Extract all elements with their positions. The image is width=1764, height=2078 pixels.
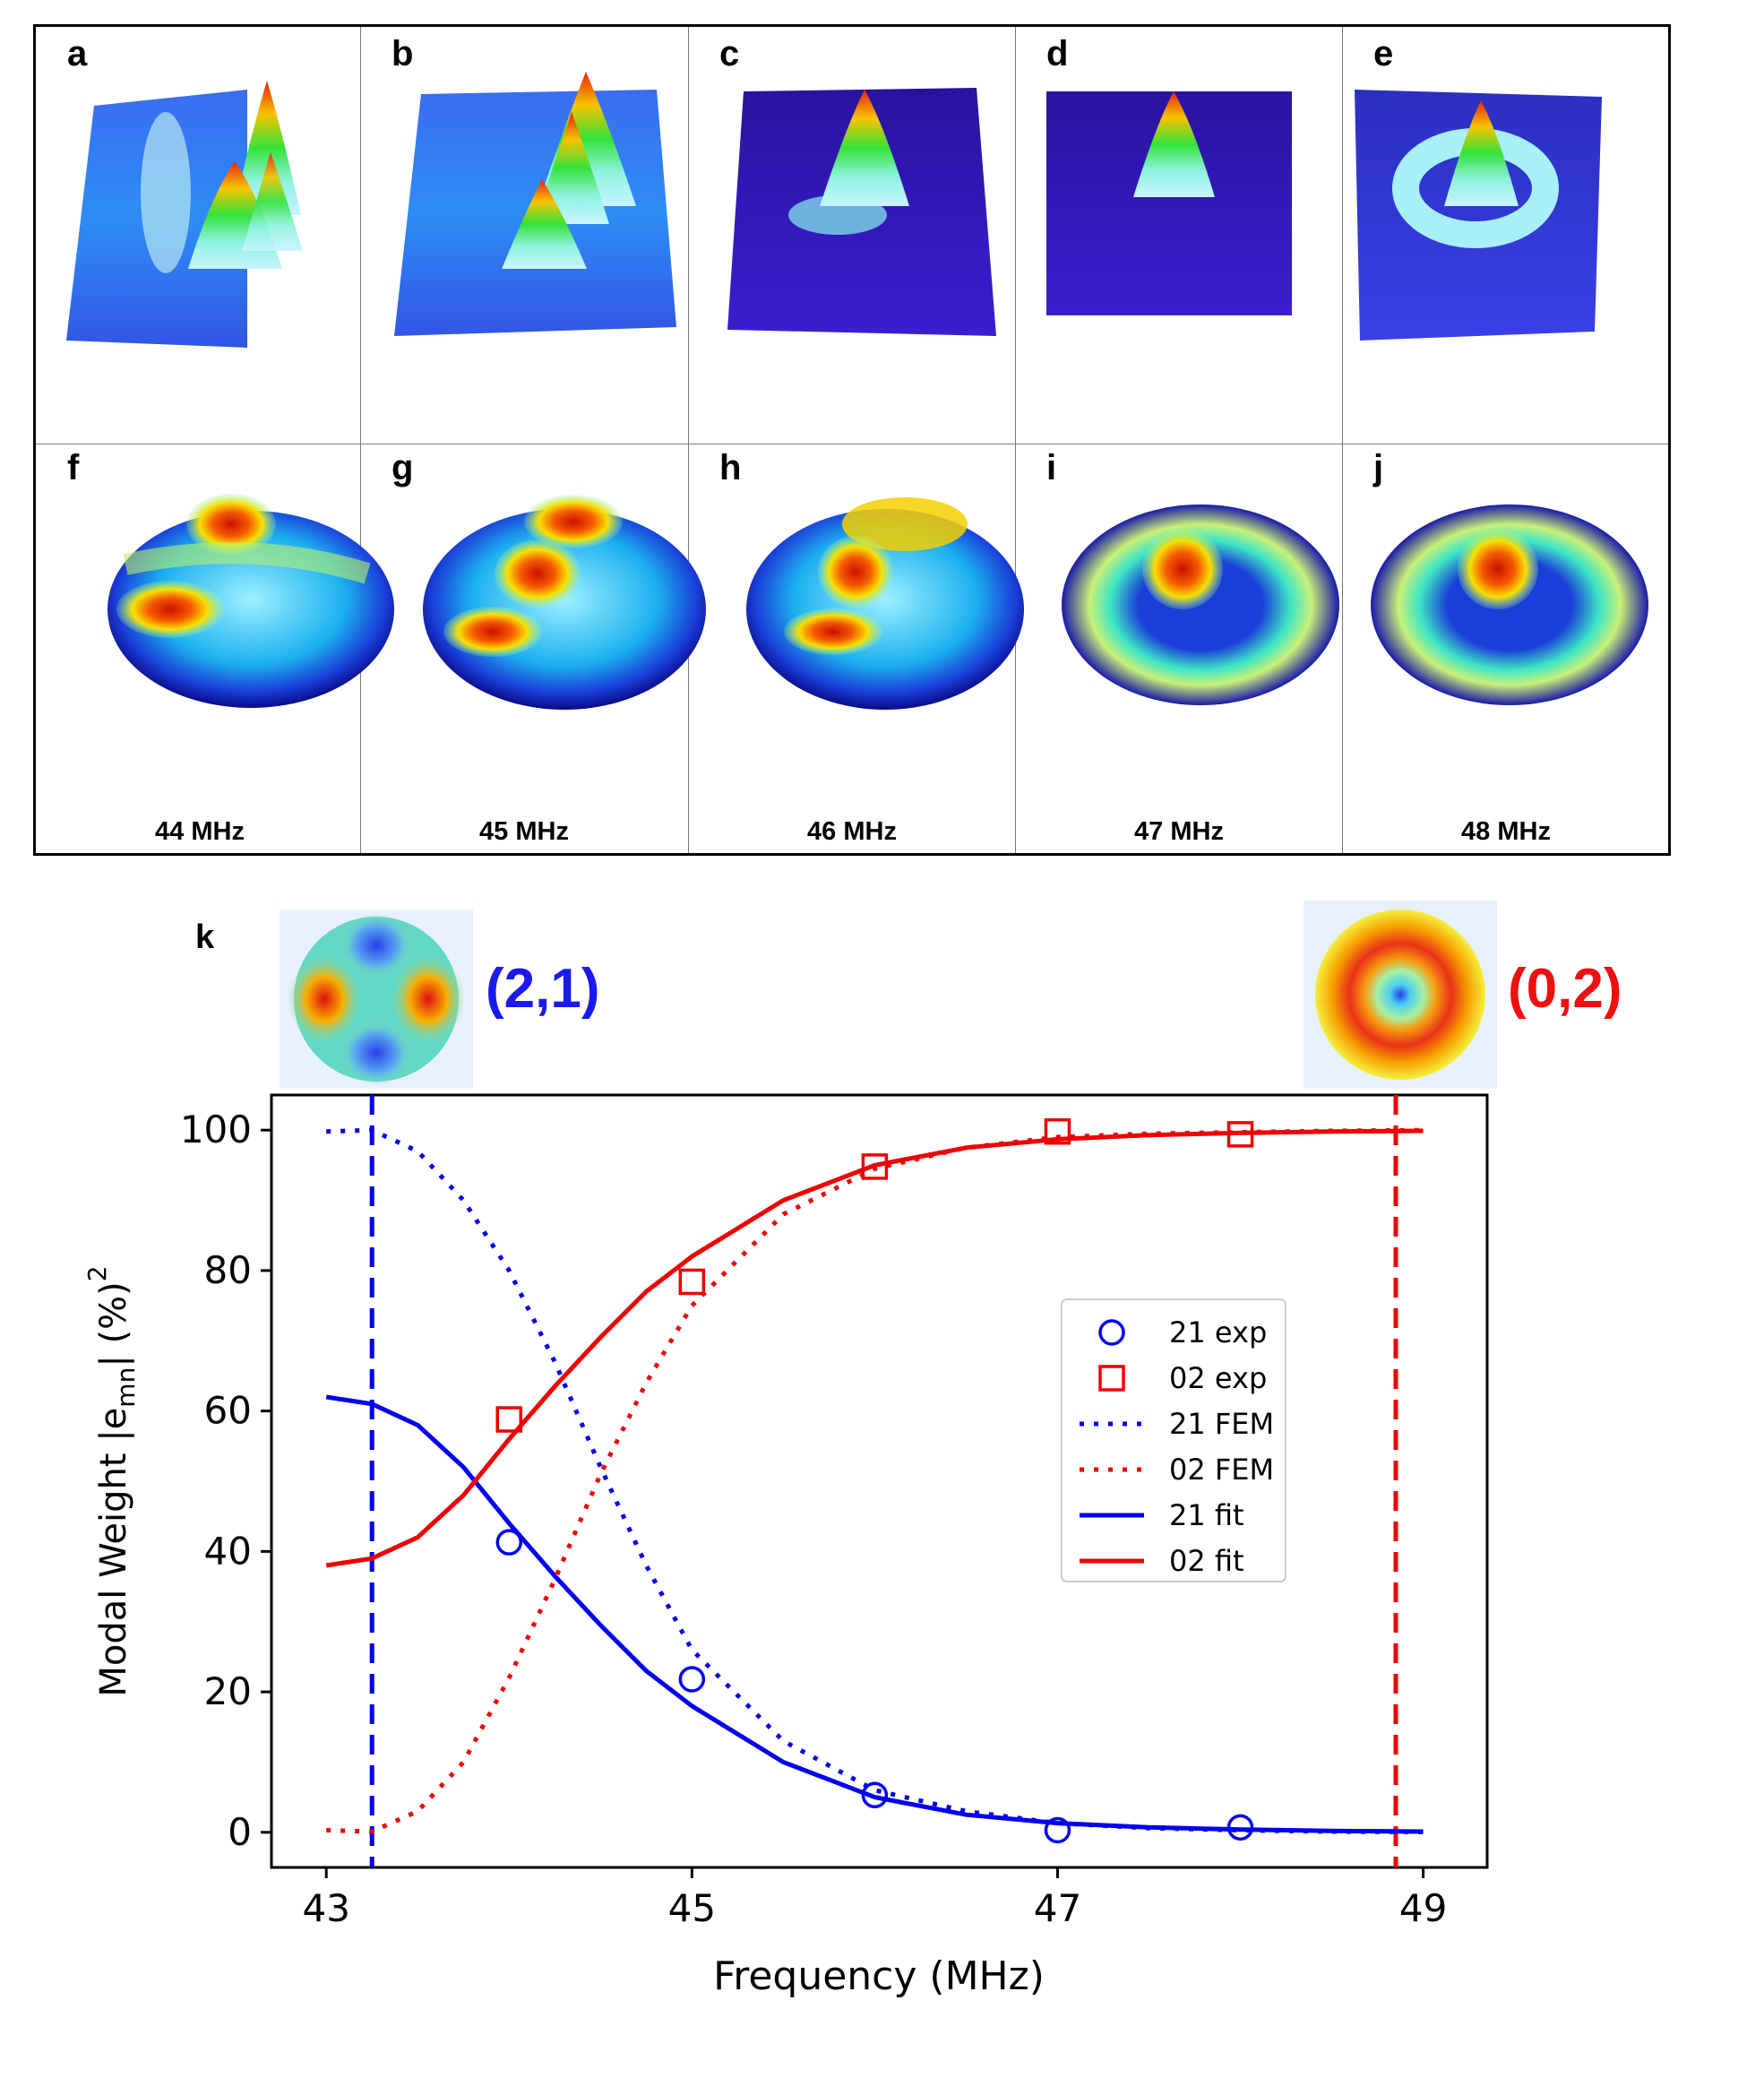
panel-label-c: c [719,34,740,73]
panel-i-surface [1062,504,1339,705]
x-tick-label: 43 [302,1886,349,1930]
y-tick-label: 40 [204,1529,252,1573]
legend: 21 exp 02 exp 21 FEM 02 FEM 21 fit 02 fit [1061,1298,1286,1582]
x-tick-label: 47 [1034,1886,1081,1930]
data-point-02-exp [1226,1121,1254,1148]
mode-02-label: (0,2) [1508,958,1622,1020]
legend-label: 21 FEM [1169,1407,1274,1441]
legend-label: 02 exp [1169,1361,1267,1395]
x-ticks: 43 45 47 49 [302,1867,1447,1930]
panel-g-surface [423,495,706,710]
x-tick-label: 49 [1399,1886,1447,1930]
panel-label-g: g [392,448,414,487]
data-point-21-exp [861,1781,889,1809]
data-point-02-exp [861,1153,889,1180]
panel-h-surface [746,497,1024,710]
legend-label: 21 fit [1169,1498,1244,1532]
y-tick-label: 80 [204,1248,252,1292]
panel-label-f: f [67,448,80,487]
y-ticks: 0 20 40 60 80 100 [180,1108,271,1854]
panel-label-a: a [67,34,88,73]
y-axis-label: Modal Weight |emn| (%)2 [82,1265,141,1696]
frequency-label: 48 MHz [1461,817,1551,846]
y-tick-label: 0 [228,1810,252,1854]
mode-02-thumbnail [1304,901,1497,1089]
legend-frame [1061,1298,1286,1582]
series-line-02-fit [325,1128,1424,1568]
grid-divider [688,27,689,853]
x-tick-label: 45 [668,1886,716,1930]
grid-divider [360,27,361,853]
mode-21-thumbnail [280,910,473,1089]
panel-label-k: k [195,918,215,956]
panel-label-d: d [1046,34,1069,73]
panel-b-surface [394,72,676,336]
data-point-21-exp [1044,1816,1071,1844]
legend-marker [1098,1365,1125,1392]
y-tick-label: 100 [180,1108,252,1151]
frequency-label: 45 MHz [479,817,569,846]
legend-marker [1098,1319,1125,1346]
panel-graphics [66,72,1648,710]
data-point-21-exp [1226,1814,1254,1841]
reference-lines [369,1095,1398,1867]
plot-frame [270,1093,1489,1869]
panel-a-surface [66,81,303,348]
mode-21-label: (2,1) [486,958,600,1020]
modal-weight-chart: 43 45 47 49 0 20 40 60 80 100 Frequency (MHz) Mo… [82,1093,1489,1999]
data-point-21-exp [495,1529,523,1556]
panel-f-surface [108,494,394,708]
frequency-label: 46 MHz [807,817,897,846]
data-point-21-exp [678,1666,706,1693]
grid-divider [1342,27,1343,853]
legend-label: 02 fit [1169,1544,1244,1578]
panel-label-i: i [1046,448,1057,487]
series-line-21-fit [325,1394,1424,1834]
data-point-02-exp [678,1268,706,1296]
frequency-label: 44 MHz [155,817,245,846]
data-point-02-exp [495,1406,523,1433]
panel-label-h: h [719,448,742,487]
frequency-label: 47 MHz [1134,817,1224,846]
panel-label-j: j [1373,448,1384,487]
data-series [325,1117,1424,1844]
panel-j-surface [1371,504,1648,705]
panel-label-e: e [1373,34,1394,73]
legend-label: 21 exp [1169,1315,1267,1349]
panel-e-surface [1355,90,1602,341]
mode-image-grid: a b c d e f g h i j 44 MHz 45 MHz 46 MHz… [33,24,1671,856]
x-axis-label: Frequency (MHz) [713,1953,1045,1999]
panel-d-surface [1046,91,1292,315]
y-tick-label: 60 [204,1389,252,1433]
y-tick-label: 20 [204,1669,252,1713]
panel-label-b: b [392,34,414,73]
legend-label: 02 FEM [1169,1453,1274,1487]
panel-c-surface [727,88,996,336]
grid-divider [1015,27,1016,853]
data-point-02-exp [1044,1117,1071,1145]
